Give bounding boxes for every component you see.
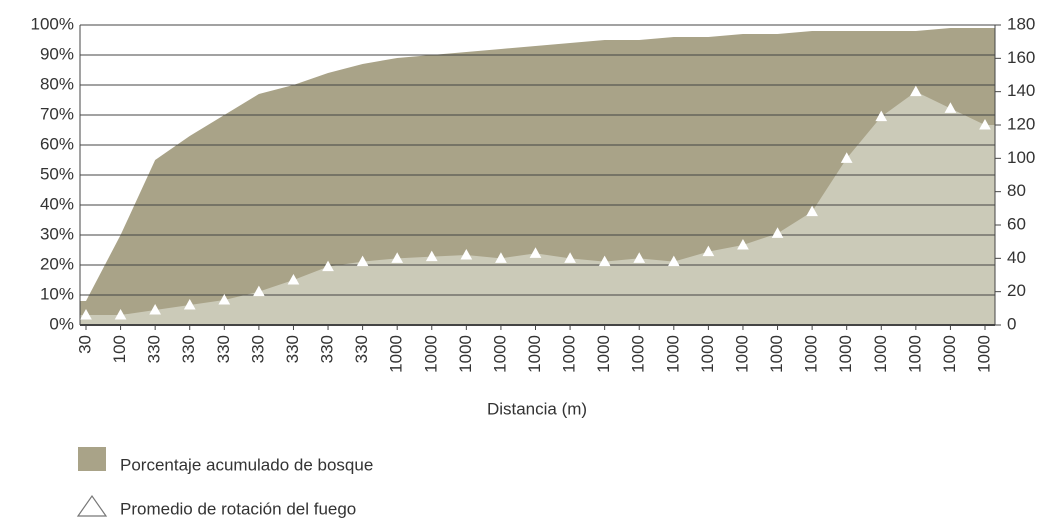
rotation-marker xyxy=(460,248,473,260)
rotation-marker xyxy=(287,273,300,285)
x-tick-label: 1000 xyxy=(732,335,751,373)
rotation-marker xyxy=(771,227,784,238)
x-tick-label: 1000 xyxy=(871,335,890,373)
y-tick-label: 20% xyxy=(40,254,74,273)
x-tick-label: 30 xyxy=(75,335,94,354)
y2-tick-label: 0 xyxy=(1007,314,1016,333)
rotation-marker xyxy=(598,255,611,267)
x-tick-label: 1000 xyxy=(421,335,440,373)
x-tick-label: 330 xyxy=(145,335,164,363)
x-axis-label: Distancia (m) xyxy=(487,399,587,418)
x-tick-label: 1000 xyxy=(456,335,475,373)
y-tick-label: 40% xyxy=(40,194,74,213)
rotation-marker xyxy=(80,308,92,320)
x-tick-label: 1000 xyxy=(905,335,924,373)
x-tick-label: 1000 xyxy=(629,335,648,373)
rotation-marker xyxy=(149,303,162,315)
x-tick-label: 1000 xyxy=(698,335,717,373)
rotation-marker xyxy=(253,285,265,297)
y-tick-label: 80% xyxy=(40,74,74,93)
rotation-marker xyxy=(944,102,957,113)
x-tick-label: 1000 xyxy=(940,335,959,373)
y2-tick-label: 180 xyxy=(1007,14,1035,33)
x-tick-label: 1000 xyxy=(490,335,509,373)
rotation-marker xyxy=(806,205,818,217)
rotation-marker xyxy=(564,252,576,263)
y-tick-label: 70% xyxy=(40,104,74,123)
y2-tick-label: 60 xyxy=(1007,214,1026,233)
rotation-marker xyxy=(840,152,853,163)
rotation-marker xyxy=(391,252,404,263)
y2-tick-label: 140 xyxy=(1007,81,1035,100)
x-tick-label: 330 xyxy=(214,335,233,363)
x-tick-label: 330 xyxy=(352,335,371,363)
rotation-marker xyxy=(114,308,127,320)
y-tick-label: 30% xyxy=(40,224,74,243)
rotation-marker xyxy=(183,298,196,310)
rotation-marker xyxy=(979,118,991,130)
legend-label: Promedio de rotación del fuego xyxy=(120,499,356,518)
y2-tick-label: 40 xyxy=(1007,248,1026,267)
x-tick-label: 1000 xyxy=(525,335,544,373)
x-tick-label: 330 xyxy=(318,335,337,363)
rotation-marker xyxy=(495,252,507,263)
rotation-marker xyxy=(702,245,715,257)
x-tick-label: 1000 xyxy=(836,335,855,373)
y-tick-label: 60% xyxy=(40,134,74,153)
x-tick-label: 1000 xyxy=(663,335,682,373)
y2-tick-label: 160 xyxy=(1007,48,1035,67)
x-tick-label: 1000 xyxy=(802,335,821,373)
y2-tick-label: 80 xyxy=(1007,181,1026,200)
x-tick-label: 1000 xyxy=(974,335,993,373)
legend-swatch xyxy=(76,494,108,517)
x-tick-label: 330 xyxy=(283,335,302,363)
rotation-marker xyxy=(875,110,888,122)
x-tick-label: 1000 xyxy=(560,335,579,373)
rotation-marker xyxy=(909,85,922,97)
x-tick-label: 330 xyxy=(179,335,198,363)
x-tick-label: 1000 xyxy=(594,335,613,373)
rotation-marker xyxy=(356,255,369,267)
y-tick-label: 10% xyxy=(40,284,74,303)
rotation-marker xyxy=(633,252,646,263)
y-tick-label: 100% xyxy=(31,14,74,33)
y-tick-label: 50% xyxy=(40,164,74,183)
x-tick-label: 1000 xyxy=(767,335,786,373)
rotation-marker xyxy=(425,250,438,262)
y-tick-label: 90% xyxy=(40,44,74,63)
legend-swatch xyxy=(78,447,106,471)
y2-tick-label: 20 xyxy=(1007,281,1026,300)
x-tick-label: 330 xyxy=(248,335,267,363)
rotation-marker xyxy=(529,247,542,258)
legend-label: Porcentaje acumulado de bosque xyxy=(120,455,373,474)
x-tick-label: 100 xyxy=(110,335,129,363)
rotation-area xyxy=(80,91,995,326)
y2-tick-label: 100 xyxy=(1007,148,1035,167)
rotation-marker xyxy=(667,255,680,267)
y-tick-label: 0% xyxy=(49,314,74,333)
y2-tick-label: 120 xyxy=(1007,114,1035,133)
rotation-marker xyxy=(737,238,749,250)
rotation-marker xyxy=(218,293,231,305)
rotation-marker xyxy=(322,260,334,272)
x-tick-label: 1000 xyxy=(387,335,406,373)
